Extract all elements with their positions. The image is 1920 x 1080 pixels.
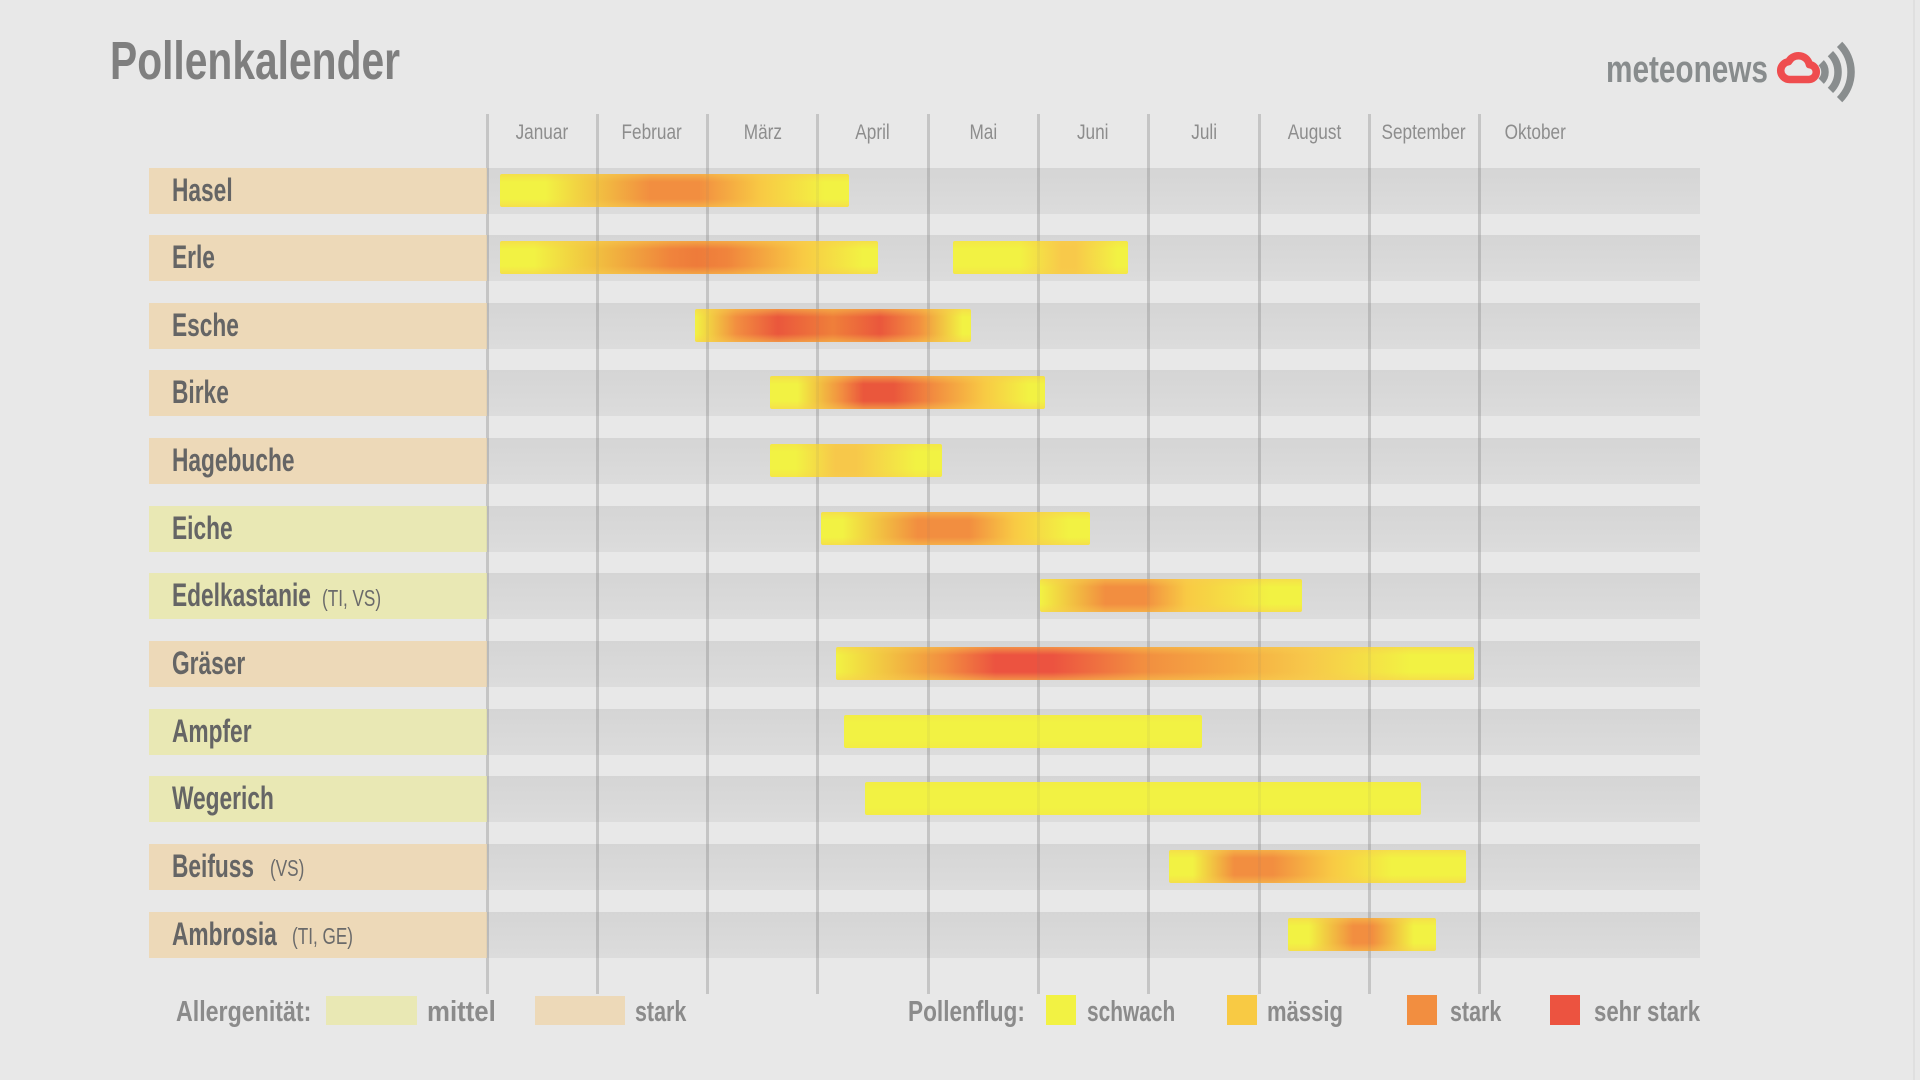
- svg-text:meteonews: meteonews: [1606, 49, 1768, 91]
